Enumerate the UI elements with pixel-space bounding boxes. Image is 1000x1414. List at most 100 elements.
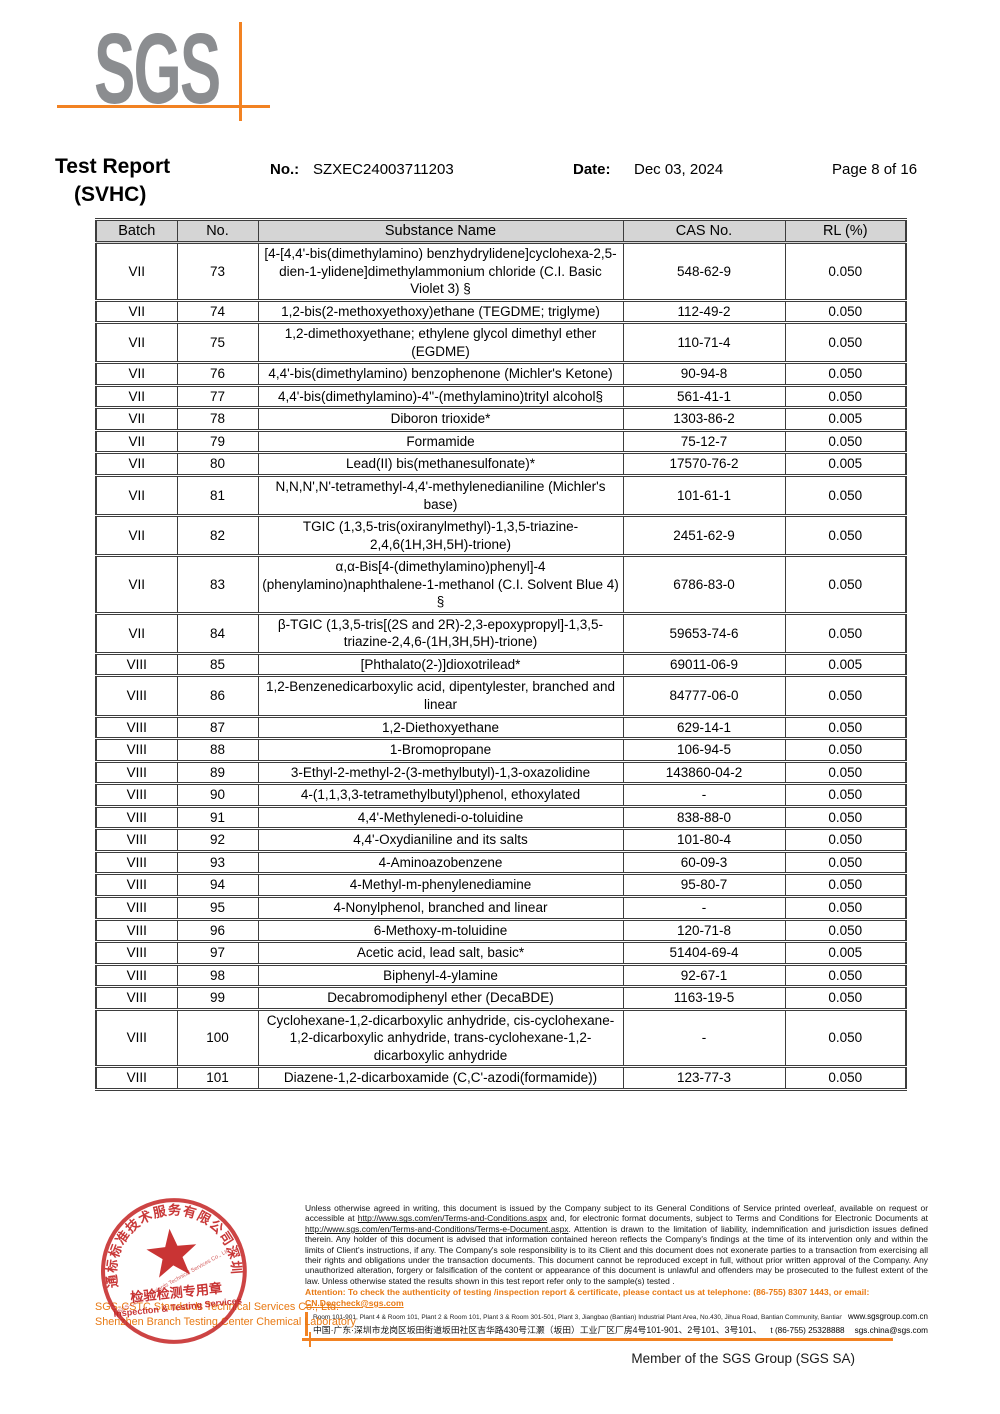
address-block: Room 101-901, Plant 4 & Room 101, Plant …: [305, 1311, 928, 1336]
cell-cas: 110-71-4: [622, 321, 786, 365]
cell-substance: 1,2-Diethoxyethane: [257, 714, 624, 741]
cell-cas: 106-94-5: [622, 737, 786, 763]
cell-batch: VIII: [95, 917, 178, 944]
footer-orange-rule: [302, 1338, 893, 1341]
cell-no: 80: [176, 451, 259, 477]
table-row: VIII 99 Decabromodiphenyl ether (DecaBDE) 1…: [95, 985, 907, 1011]
cell-no: 95: [176, 894, 259, 921]
cell-rl: 0.050: [784, 714, 907, 741]
column-header-rl: RL (%): [784, 218, 907, 244]
cell-cas: 51404-69-4: [622, 940, 786, 966]
cell-no: 85: [176, 651, 259, 678]
cell-no: 87: [176, 714, 259, 741]
column-header-no: No.: [176, 218, 259, 244]
inspection-stamp: 通标标准技术服务有限公司深圳分公司 SGS-CSTC Standards Tec…: [85, 1186, 247, 1344]
attention-prefix: Attention: To check the authenticity of …: [305, 1287, 870, 1298]
cell-rl: 0.050: [784, 674, 907, 718]
cell-substance: 4,4'-Oxydianiline and its salts: [257, 827, 624, 853]
cell-no: 93: [176, 849, 259, 876]
company-name-line1: SGS-CSTC Standards Technical Services Co…: [95, 1301, 340, 1313]
website-link[interactable]: www.sgsgroup.com.cn: [847, 1311, 928, 1321]
cell-no: 79: [176, 428, 259, 455]
terms-link[interactable]: http://www.sgs.com/en/Terms-and-Conditio…: [305, 1223, 569, 1234]
footer-orange-tick: [309, 1332, 311, 1347]
cell-substance: Formamide: [257, 428, 624, 455]
doccheck-email-link[interactable]: CN.Doccheck@sgs.com: [305, 1297, 404, 1308]
cell-no: 89: [176, 759, 259, 786]
cell-substance: Diboron trioxide*: [257, 406, 624, 432]
cell-rl: 0.050: [784, 474, 907, 518]
table-row: VII 84 β-TGIC (1,3,5-tris[(2S and 2R)-2,3-…: [95, 611, 907, 655]
terms-link[interactable]: http://www.sgs.com/en/Terms-and-Conditio…: [357, 1213, 548, 1224]
cell-cas: -: [622, 782, 786, 808]
cell-rl: 0.050: [784, 428, 907, 455]
cell-no: 84: [176, 611, 259, 655]
table-row: VII 73 [4-[4,4'-bis(dimethylamino) benzhyd…: [95, 241, 907, 302]
column-header-batch: Batch: [95, 218, 178, 244]
cell-cas: -: [622, 1007, 786, 1069]
cell-substance: 4,4'-bis(dimethylamino) benzophenone (Mi…: [257, 361, 624, 387]
cell-no: 101: [176, 1065, 259, 1091]
cell-batch: VIII: [95, 651, 178, 678]
table-header-row: Batch No. Substance Name CAS No. RL (%): [95, 218, 907, 244]
cell-cas: 1303-86-2: [622, 406, 786, 432]
cell-rl: 0.050: [784, 827, 907, 853]
table-row: VIII 100 Cyclohexane-1,2-dicarboxylic anhy…: [95, 1007, 907, 1069]
cell-rl: 0.050: [784, 962, 907, 989]
column-header-cas: CAS No.: [622, 218, 786, 244]
cell-rl: 0.050: [784, 737, 907, 763]
cell-rl: 0.050: [784, 298, 907, 325]
cell-substance: [Phthalato(2-)]dioxotrilead*: [257, 651, 624, 678]
table-row: VII 81 N,N,N',N'-tetramethyl-4,4'-methylen…: [95, 474, 907, 518]
cell-batch: VIII: [95, 804, 178, 831]
cell-rl: 0.050: [784, 554, 907, 615]
stamp-star-icon: [146, 1228, 197, 1278]
cell-batch: VIII: [95, 827, 178, 853]
cell-rl: 0.050: [784, 321, 907, 365]
cell-rl: 0.050: [784, 782, 907, 808]
cell-rl: 0.005: [784, 651, 907, 678]
cell-batch: VIII: [95, 782, 178, 808]
table-row: VIII 89 3-Ethyl-2-methyl-2-(3-methylbutyl)…: [95, 759, 907, 786]
cell-batch: VIII: [95, 940, 178, 966]
cell-cas: 838-88-0: [622, 804, 786, 831]
report-no-label: No.:: [270, 161, 300, 178]
cell-batch: VII: [95, 361, 178, 387]
cell-substance: 6-Methoxy-m-toluidine: [257, 917, 624, 944]
address-chinese: 中国·广东·深圳市龙岗区坂田街道坂田社区吉华路430号江灏（坂田）工业厂区厂房4…: [313, 1324, 761, 1335]
table-row: VIII 97 Acetic acid, lead salt, basic* 5140…: [95, 940, 907, 966]
table-row: VIII 96 6-Methoxy-m-toluidine 120-71-8 0.050: [95, 917, 907, 944]
sgs-email-link[interactable]: sgs.china@sgs.com: [854, 1325, 928, 1335]
table-row: VIII 95 4-Nonylphenol, branched and linear…: [95, 894, 907, 921]
table-row: VII 79 Formamide 75-12-7 0.050: [95, 428, 907, 455]
cell-batch: VIII: [95, 759, 178, 786]
cell-cas: 120-71-8: [622, 917, 786, 944]
cell-substance: β-TGIC (1,3,5-tris[(2S and 2R)-2,3-epoxy…: [257, 611, 624, 655]
table-row: VIII 85 [Phthalato(2-)]dioxotrilead* 69011-…: [95, 651, 907, 678]
cell-batch: VII: [95, 406, 178, 432]
cell-rl: 0.005: [784, 451, 907, 477]
table-row: VIII 92 4,4'-Oxydianiline and its salts 101…: [95, 827, 907, 853]
cell-rl: 0.050: [784, 759, 907, 786]
table-row: VIII 90 4-(1,1,3,3-tetramethylbutyl)phenol…: [95, 782, 907, 808]
cell-batch: VII: [95, 474, 178, 518]
table-row: VII 77 4,4'-bis(dimethylamino)-4''-(methyl…: [95, 383, 907, 410]
cell-batch: VIII: [95, 985, 178, 1011]
cell-rl: 0.050: [784, 849, 907, 876]
cell-substance: Diazene-1,2-dicarboxamide (C,C'-azodi(fo…: [257, 1065, 624, 1091]
cell-cas: 92-67-1: [622, 962, 786, 989]
report-date-label: Date:: [573, 161, 611, 178]
cell-cas: 1163-19-5: [622, 985, 786, 1011]
cell-cas: 123-77-3: [622, 1065, 786, 1091]
cell-substance: Biphenyl-4-ylamine: [257, 962, 624, 989]
page-indicator: Page 8 of 16: [832, 161, 918, 178]
cell-batch: VIII: [95, 714, 178, 741]
cell-cas: 561-41-1: [622, 383, 786, 410]
member-text: Member of the SGS Group (SGS SA): [631, 1351, 855, 1366]
table-row: VIII 91 4,4'-Methylenedi-o-toluidine 838-88…: [95, 804, 907, 831]
footer-text-block: Unless otherwise agreed in writing, this…: [305, 1203, 928, 1336]
report-no-value: SZXEC24003711203: [313, 161, 454, 178]
cell-substance: N,N,N',N'-tetramethyl-4,4'-methylenedian…: [257, 474, 624, 518]
cell-no: 91: [176, 804, 259, 831]
